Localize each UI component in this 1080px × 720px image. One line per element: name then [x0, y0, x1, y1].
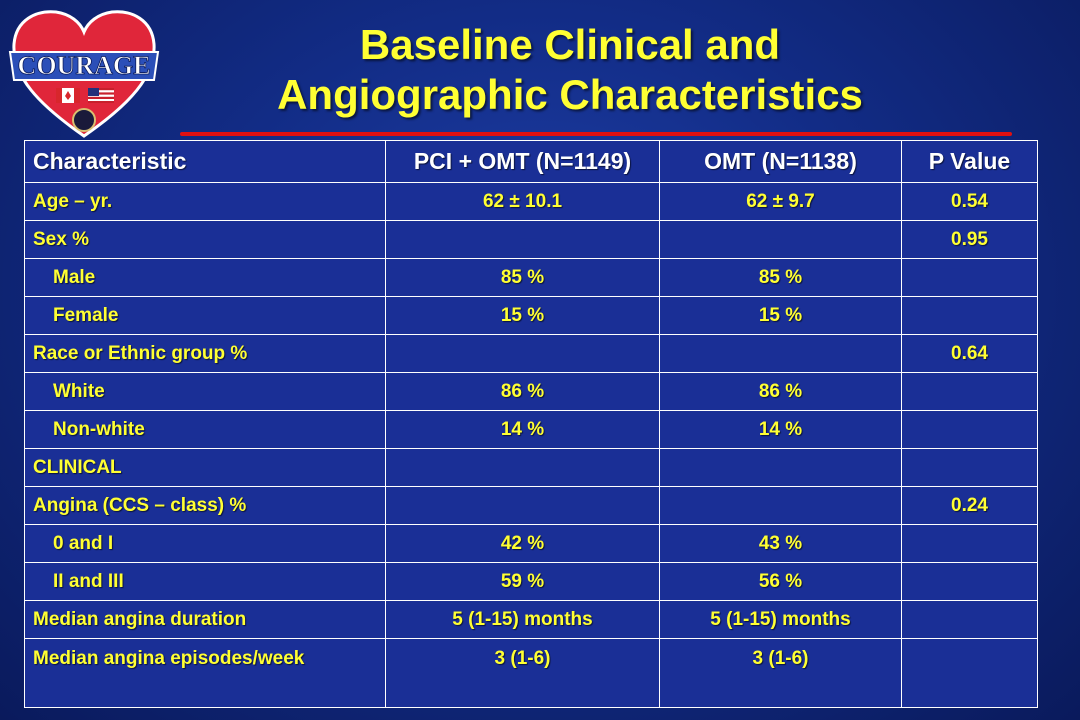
- cell-omt: 14 %: [659, 410, 902, 449]
- cell-omt: [659, 220, 902, 259]
- table-row: Female 15 % 15 %: [24, 296, 1038, 335]
- table-row: White 86 % 86 %: [24, 372, 1038, 411]
- row-label: 0 and I: [24, 524, 386, 563]
- courage-logo: COURAGE: [8, 10, 160, 138]
- header-omt: OMT (N=1138): [659, 140, 902, 183]
- page-title: Baseline Clinical and Angiographic Chara…: [180, 20, 960, 120]
- title-underline: [180, 132, 1012, 136]
- table-row: Median angina duration 5 (1-15) months 5…: [24, 600, 1038, 639]
- row-label: Race or Ethnic group %: [24, 334, 386, 373]
- row-label: Age – yr.: [24, 182, 386, 221]
- characteristics-table: Characteristic PCI + OMT (N=1149) OMT (N…: [24, 140, 1038, 708]
- cell-p-value: [901, 258, 1038, 297]
- cell-omt: 62 ± 9.7: [659, 182, 902, 221]
- row-label: II and III: [24, 562, 386, 601]
- table-row: Race or Ethnic group % 0.64: [24, 334, 1038, 373]
- cell-p-value: 0.24: [901, 486, 1038, 525]
- row-label: Non-white: [24, 410, 386, 449]
- title-line-2: Angiographic Characteristics: [277, 71, 863, 118]
- cell-omt: [659, 448, 902, 487]
- cell-p-value: 0.95: [901, 220, 1038, 259]
- cell-p-value: 0.64: [901, 334, 1038, 373]
- row-label: Median angina episodes/week: [24, 638, 386, 708]
- row-label: Angina (CCS – class) %: [24, 486, 386, 525]
- row-label: CLINICAL: [24, 448, 386, 487]
- row-label: Median angina duration: [24, 600, 386, 639]
- cell-pci-omt: [385, 220, 660, 259]
- cell-omt: 43 %: [659, 524, 902, 563]
- cell-pci-omt: 5 (1-15) months: [385, 600, 660, 639]
- table-row: II and III 59 % 56 %: [24, 562, 1038, 601]
- cell-pci-omt: 86 %: [385, 372, 660, 411]
- cell-pci-omt: 62 ± 10.1: [385, 182, 660, 221]
- cell-p-value: [901, 410, 1038, 449]
- cell-pci-omt: [385, 448, 660, 487]
- cell-omt: 15 %: [659, 296, 902, 335]
- table-row: 0 and I 42 % 43 %: [24, 524, 1038, 563]
- cell-p-value: [901, 600, 1038, 639]
- cell-omt: 56 %: [659, 562, 902, 601]
- cell-pci-omt: [385, 334, 660, 373]
- table-row: Male 85 % 85 %: [24, 258, 1038, 297]
- cell-omt: 5 (1-15) months: [659, 600, 902, 639]
- row-label: Male: [24, 258, 386, 297]
- cell-omt: [659, 334, 902, 373]
- cell-pci-omt: 15 %: [385, 296, 660, 335]
- row-label: White: [24, 372, 386, 411]
- cell-p-value: [901, 296, 1038, 335]
- cell-p-value: [901, 524, 1038, 563]
- title-line-1: Baseline Clinical and: [359, 21, 781, 68]
- header-p-value: P Value: [901, 140, 1038, 183]
- cell-p-value: [901, 562, 1038, 601]
- cell-p-value: 0.54: [901, 182, 1038, 221]
- cell-omt: 3 (1-6): [659, 638, 902, 708]
- table-header-row: Characteristic PCI + OMT (N=1149) OMT (N…: [24, 140, 1038, 183]
- table-row: Angina (CCS – class) % 0.24: [24, 486, 1038, 525]
- table-row: Sex % 0.95: [24, 220, 1038, 259]
- svg-text:COURAGE: COURAGE: [18, 51, 151, 80]
- cell-pci-omt: 42 %: [385, 524, 660, 563]
- cell-pci-omt: [385, 486, 660, 525]
- header-pci-omt: PCI + OMT (N=1149): [385, 140, 660, 183]
- cell-p-value: [901, 372, 1038, 411]
- table-row: Non-white 14 % 14 %: [24, 410, 1038, 449]
- cell-pci-omt: 59 %: [385, 562, 660, 601]
- cell-pci-omt: 85 %: [385, 258, 660, 297]
- cell-omt: 85 %: [659, 258, 902, 297]
- table-row: Age – yr. 62 ± 10.1 62 ± 9.7 0.54: [24, 182, 1038, 221]
- cell-omt: [659, 486, 902, 525]
- cell-pci-omt: 14 %: [385, 410, 660, 449]
- cell-p-value: [901, 638, 1038, 708]
- header-characteristic: Characteristic: [24, 140, 386, 183]
- row-label: Sex %: [24, 220, 386, 259]
- table-row: CLINICAL: [24, 448, 1038, 487]
- cell-omt: 86 %: [659, 372, 902, 411]
- row-label: Female: [24, 296, 386, 335]
- table-row: Median angina episodes/week 3 (1-6) 3 (1…: [24, 638, 1038, 708]
- cell-pci-omt: 3 (1-6): [385, 638, 660, 708]
- cell-p-value: [901, 448, 1038, 487]
